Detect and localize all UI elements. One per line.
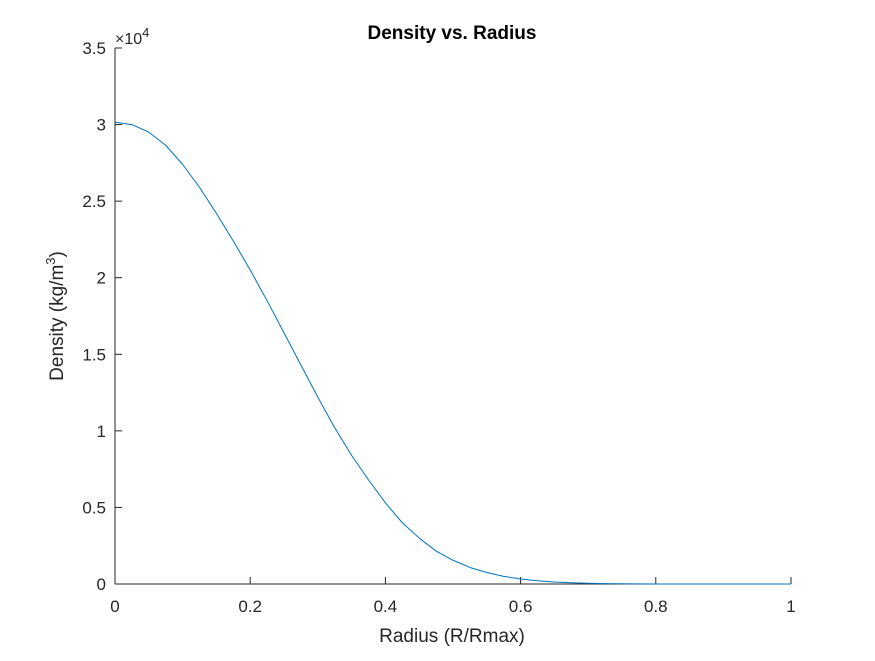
axes [114, 48, 791, 585]
y-tick-label: 3 [97, 116, 106, 135]
density-series-line [114, 121, 791, 585]
x-tick-label: 0 [110, 597, 119, 616]
tick-labels: 0 0.2 0.4 0.6 0.8 1 0 0.5 1 1.5 2 2.5 3 3.5 [82, 39, 795, 616]
x-tick-label: 0.4 [374, 597, 398, 616]
y-axis-exponent: ×104 [115, 25, 149, 48]
y-tick-label: 3.5 [82, 39, 106, 58]
y-tick-label: 0 [97, 575, 106, 594]
x-tick-label: 0.2 [238, 597, 262, 616]
y-axis-exponent-base: ×10 [115, 31, 142, 48]
chart-title: Density vs. Radius [368, 23, 537, 44]
x-tick-label: 0.6 [509, 597, 533, 616]
x-axis-label: Radius (R/Rmax) [379, 626, 525, 647]
y-tick-label: 1 [97, 422, 106, 441]
x-tick-label: 1 [786, 597, 795, 616]
ticks [114, 47, 792, 585]
series-layer [114, 121, 791, 585]
y-tick-label: 1.5 [82, 345, 106, 364]
x-tick-label: 0.8 [644, 597, 668, 616]
y-axis-exponent-power: 4 [142, 25, 149, 40]
y-axis-label-close: ) [47, 251, 68, 257]
y-axis-label: Density (kg/m3) [43, 251, 68, 381]
y-tick-label: 2 [97, 269, 106, 288]
y-tick-label: 2.5 [82, 192, 106, 211]
y-axis-label-main: Density (kg/m [47, 265, 68, 381]
y-tick-label: 0.5 [82, 498, 106, 517]
y-axis-label-sup: 3 [43, 257, 58, 264]
